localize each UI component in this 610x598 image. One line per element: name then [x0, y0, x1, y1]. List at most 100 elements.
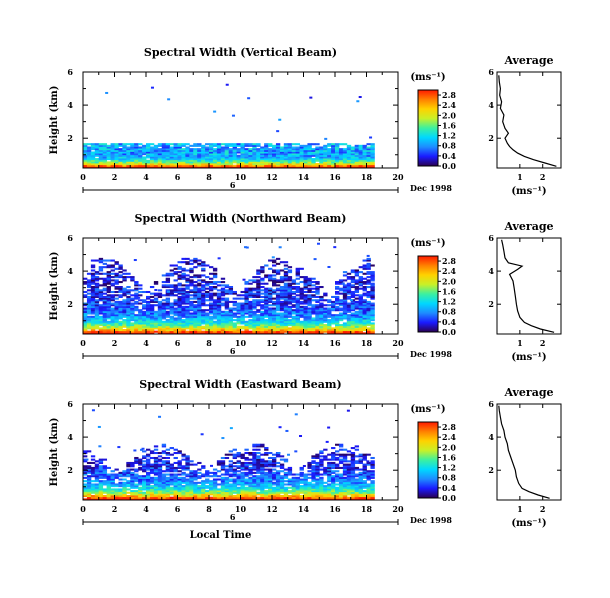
- heatmap-cell: [142, 488, 147, 491]
- heatmap-cell: [173, 496, 178, 499]
- heatmap-cell: [134, 148, 139, 151]
- heatmap-cell: [130, 329, 135, 332]
- heatmap-cell: [134, 322, 139, 325]
- heatmap-cell: [90, 491, 96, 494]
- heatmap-cell: [98, 329, 104, 332]
- heatmap-cell: [197, 151, 202, 154]
- heatmap-cell: [90, 292, 96, 295]
- heatmap-speckle: [154, 289, 158, 292]
- heatmap-cell: [130, 310, 135, 313]
- heatmap-cell: [102, 305, 108, 308]
- heatmap-cell: [331, 304, 336, 307]
- heatmap-cell: [94, 488, 100, 491]
- heatmap-speckle: [324, 137, 328, 140]
- heatmap-cell: [283, 475, 289, 478]
- heatmap-cell: [268, 277, 273, 280]
- heatmap-cell: [185, 466, 190, 469]
- heatmap-cell: [138, 468, 143, 471]
- heatmap-cell: [149, 163, 155, 166]
- heatmap-cell: [189, 315, 194, 318]
- heatmap-cell: [295, 161, 300, 164]
- heatmap-cell: [331, 329, 336, 332]
- heatmap-cell: [272, 166, 277, 169]
- heatmap-cell: [86, 304, 92, 307]
- heatmap-cell: [142, 153, 147, 156]
- heatmap-cell: [197, 158, 202, 161]
- heatmap-cell: [138, 458, 143, 461]
- heatmap-cell: [173, 289, 178, 292]
- heatmap-cell: [173, 153, 178, 156]
- heatmap-cell: [181, 324, 186, 327]
- heatmap-cell: [342, 496, 348, 499]
- heatmap-cell: [354, 272, 360, 275]
- heatmap-cell: [252, 329, 257, 332]
- heatmap-cell: [342, 287, 348, 290]
- heatmap-cell: [275, 322, 281, 325]
- heatmap-cell: [346, 310, 352, 313]
- heatmap-cell: [240, 325, 245, 328]
- heatmap-cell: [366, 164, 371, 167]
- heatmap-cell: [177, 287, 182, 290]
- heatmap-cell: [342, 309, 348, 312]
- heatmap-cell: [193, 314, 198, 317]
- heatmap-cell: [106, 287, 111, 290]
- heatmap-cell: [149, 292, 155, 295]
- heatmap-cell: [224, 332, 230, 335]
- heatmap-cell: [110, 264, 115, 267]
- heatmap-cell: [272, 461, 277, 464]
- heatmap-cell: [142, 327, 147, 330]
- heatmap-cell: [161, 463, 167, 466]
- x-tick-label: 20: [392, 172, 404, 182]
- heatmap-cell: [102, 164, 108, 167]
- heatmap-cell: [275, 483, 281, 486]
- heatmap-cell: [102, 284, 108, 287]
- heatmap-cell: [165, 491, 171, 494]
- heatmap-cell: [366, 302, 371, 305]
- heatmap-cell: [303, 302, 308, 305]
- heatmap-cell: [224, 315, 230, 318]
- heatmap-cell: [303, 305, 308, 308]
- heatmap-cell: [256, 480, 261, 483]
- heatmap-cell: [149, 332, 155, 335]
- heatmap-cell: [303, 491, 308, 494]
- heatmap-cell: [138, 146, 143, 149]
- heatmap-cell: [157, 312, 163, 315]
- heatmap-cell: [146, 304, 151, 307]
- heatmap-cell: [252, 322, 257, 325]
- heatmap-cell: [335, 329, 340, 332]
- heatmap-cell: [295, 330, 300, 333]
- heatmap-cell: [98, 299, 104, 302]
- heatmap-cell: [149, 456, 155, 460]
- heatmap-cell: [157, 470, 163, 473]
- heatmap-cell: [232, 161, 237, 164]
- heatmap-cell: [94, 302, 100, 305]
- heatmap-cell: [83, 166, 88, 169]
- heatmap-cell: [114, 262, 119, 265]
- heatmap-cell: [370, 154, 375, 157]
- heatmap-cell: [240, 332, 245, 335]
- heatmap-cell: [220, 289, 226, 292]
- colorbar-tick-label: 1.2: [442, 297, 456, 307]
- heatmap-cell: [126, 320, 131, 323]
- heatmap-cell: [228, 450, 234, 453]
- heatmap-cell: [346, 159, 352, 162]
- heatmap-cell: [319, 312, 324, 315]
- heatmap-cell: [272, 319, 277, 322]
- heatmap-cell: [165, 495, 171, 498]
- heatmap-speckle: [167, 290, 171, 293]
- heatmap-cell: [268, 164, 273, 167]
- panel-3: Spectral Width (Eastward Beam)0 2 4 6 8 10 12 1…: [49, 378, 562, 541]
- heatmap-cell: [260, 470, 265, 473]
- heatmap-cell: [169, 269, 174, 272]
- heatmap-cell: [299, 281, 304, 284]
- heatmap-cell: [173, 478, 178, 481]
- heatmap-cell: [193, 325, 198, 328]
- heatmap-cell: [275, 294, 281, 297]
- heatmap-cell: [232, 332, 237, 335]
- heatmap-cell: [142, 468, 147, 471]
- heatmap-cell: [370, 146, 375, 149]
- heatmap-cell: [118, 153, 123, 156]
- heatmap-cell: [244, 281, 249, 284]
- heatmap-cell: [201, 466, 206, 469]
- heatmap-cell: [173, 166, 178, 169]
